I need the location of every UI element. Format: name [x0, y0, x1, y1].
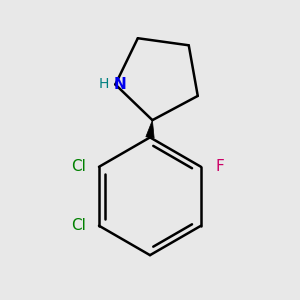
Text: Cl: Cl — [71, 159, 86, 174]
Text: Cl: Cl — [71, 218, 86, 233]
Polygon shape — [146, 120, 154, 138]
Text: F: F — [215, 159, 224, 174]
Text: N: N — [114, 77, 127, 92]
Text: H: H — [98, 76, 109, 91]
